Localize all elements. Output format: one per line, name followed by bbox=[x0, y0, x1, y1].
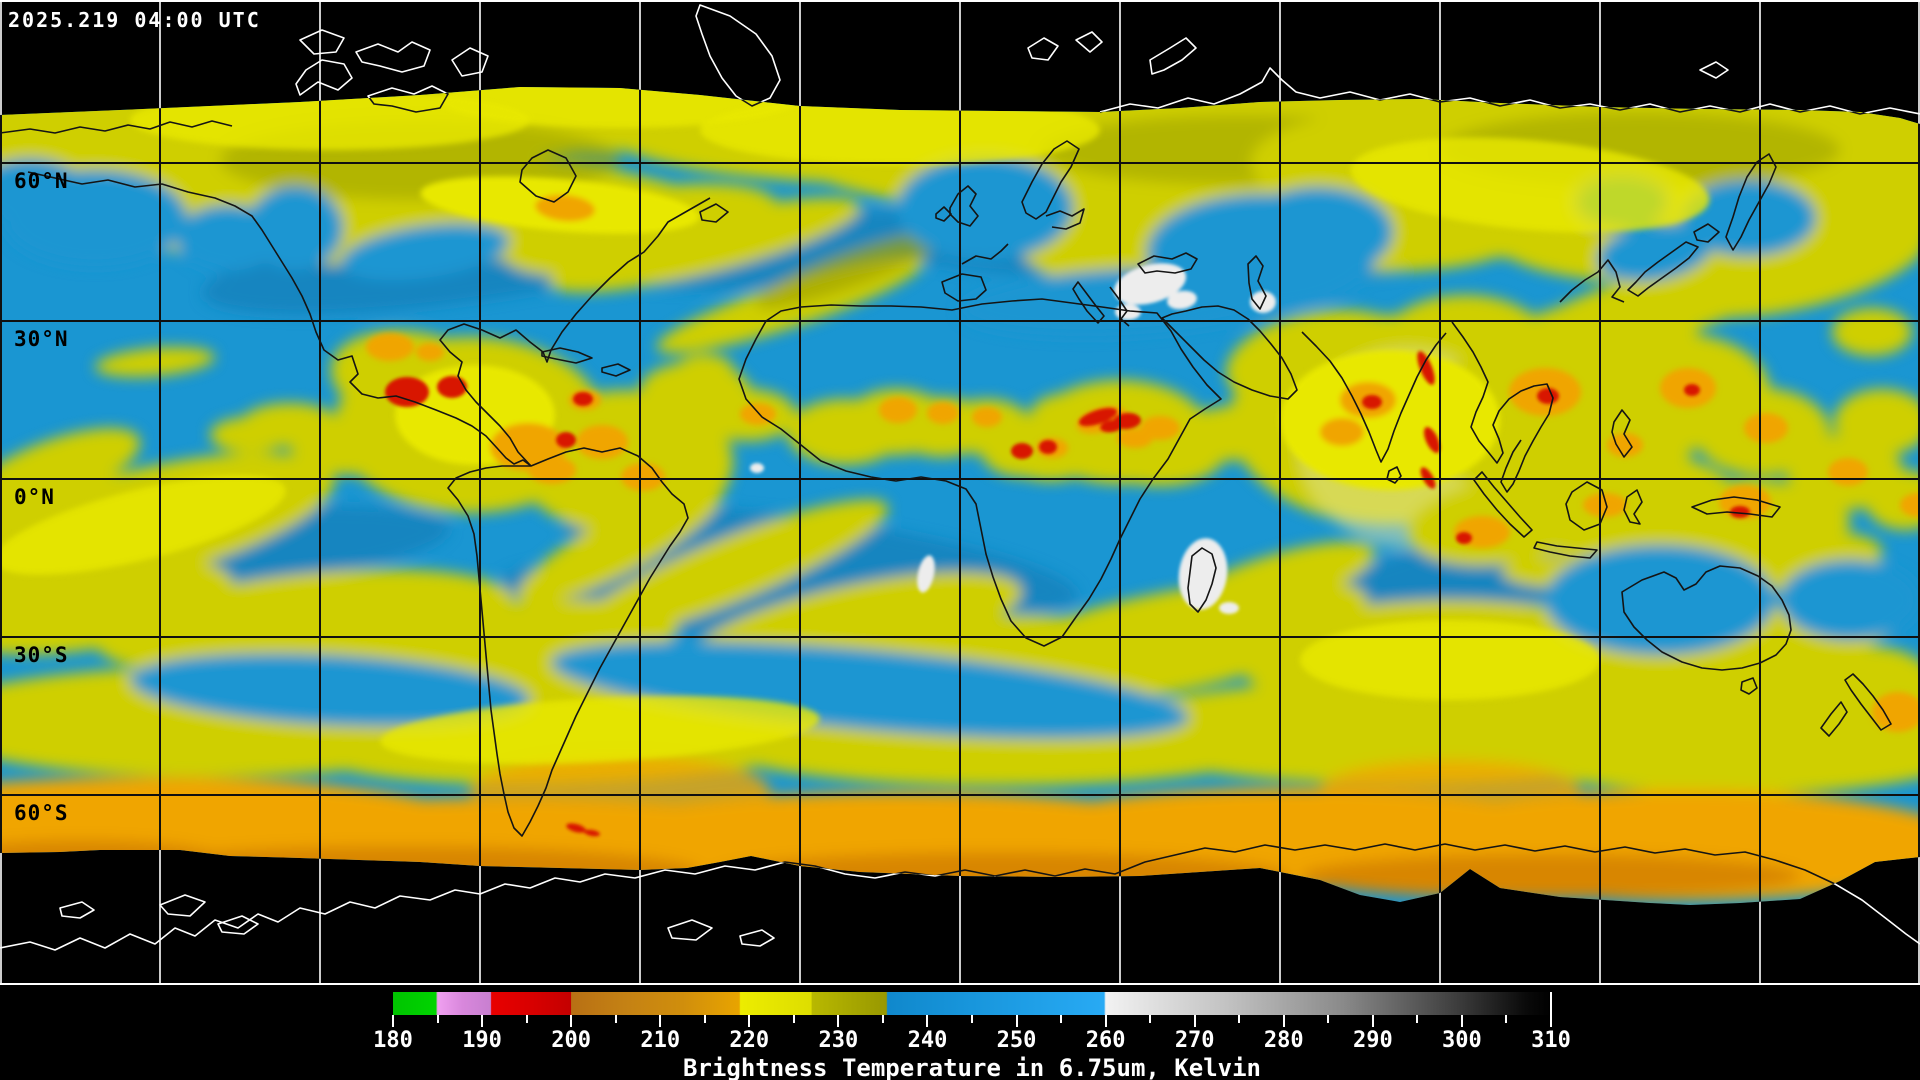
colorbar-tick bbox=[1104, 1015, 1107, 1027]
latitude-label: 30°N bbox=[14, 327, 69, 351]
colorbar: Brightness Temperature in 6.75um, Kelvin… bbox=[373, 992, 1571, 1080]
satellite-map-image: 60°N 30°N 0°N 30°S 60°S bbox=[0, 0, 1920, 986]
graticule-data-lines bbox=[0, 87, 1920, 905]
colorbar-tick bbox=[481, 1015, 484, 1027]
colorbar-gradient bbox=[393, 992, 1551, 1015]
colorbar-tick-label: 290 bbox=[1352, 1028, 1393, 1053]
latitude-label: 0°N bbox=[14, 485, 55, 509]
colorbar-tick bbox=[703, 1015, 706, 1023]
colorbar-tick bbox=[1193, 1015, 1196, 1027]
colorbar-tick bbox=[881, 1015, 884, 1023]
colorbar-tick bbox=[1505, 1015, 1508, 1023]
latitude-labels: 60°N 30°N 0°N 30°S 60°S bbox=[14, 169, 69, 825]
map-bottom-border bbox=[0, 983, 1920, 985]
colorbar-tick bbox=[1060, 1015, 1063, 1023]
latitude-label: 60°N bbox=[14, 169, 69, 193]
colorbar-tick-label: 310 bbox=[1531, 1028, 1571, 1053]
colorbar-tick bbox=[971, 1015, 973, 1023]
colorbar-tick bbox=[792, 1015, 795, 1023]
colorbar-tick-label: 200 bbox=[551, 1028, 592, 1053]
colorbar-tick-label: 250 bbox=[996, 1028, 1037, 1053]
colorbar-tick bbox=[392, 1015, 394, 1027]
colorbar-tick-label: 220 bbox=[729, 1028, 770, 1053]
latitude-label: 30°S bbox=[14, 643, 69, 667]
colorbar-tick bbox=[570, 1015, 573, 1027]
colorbar-tick bbox=[614, 1015, 617, 1023]
colorbar-tick bbox=[1371, 1015, 1374, 1027]
colorbar-tick bbox=[659, 1015, 662, 1027]
colorbar-tick-label: 210 bbox=[640, 1028, 681, 1053]
colorbar-tick bbox=[1327, 1015, 1330, 1023]
timestamp-label: 2025.219 04:00 UTC bbox=[8, 8, 261, 32]
colorbar-tick bbox=[525, 1015, 528, 1023]
colorbar-end-tick bbox=[1550, 992, 1552, 1027]
latitude-label: 60°S bbox=[14, 801, 69, 825]
colorbar-tick bbox=[1149, 1015, 1152, 1023]
colorbar-tick-label: 190 bbox=[462, 1028, 502, 1053]
imagery-layer bbox=[0, 87, 1920, 905]
colorbar-tick-label: 180 bbox=[373, 1028, 413, 1053]
colorbar-tick-label: 300 bbox=[1442, 1028, 1482, 1053]
colorbar-tick bbox=[1460, 1015, 1463, 1027]
colorbar-tick bbox=[1238, 1015, 1241, 1023]
colorbar-caption: Brightness Temperature in 6.75um, Kelvin bbox=[683, 1054, 1261, 1080]
colorbar-tick-label: 230 bbox=[818, 1028, 859, 1053]
colorbar-tick bbox=[748, 1015, 751, 1027]
colorbar-tick bbox=[837, 1015, 840, 1027]
colorbar-tick bbox=[436, 1015, 439, 1023]
colorbar-tick-label: 270 bbox=[1174, 1028, 1215, 1053]
colorbar-tick bbox=[1282, 1015, 1285, 1027]
colorbar-tick bbox=[1416, 1015, 1419, 1023]
map-top-border bbox=[0, 0, 1920, 2]
colorbar-tick-label: 280 bbox=[1263, 1028, 1304, 1053]
colorbar-tick-label: 240 bbox=[907, 1028, 948, 1053]
colorbar-tick bbox=[926, 1015, 929, 1027]
colorbar-tick bbox=[1015, 1015, 1018, 1027]
colorbar-tick-label: 260 bbox=[1085, 1028, 1126, 1053]
